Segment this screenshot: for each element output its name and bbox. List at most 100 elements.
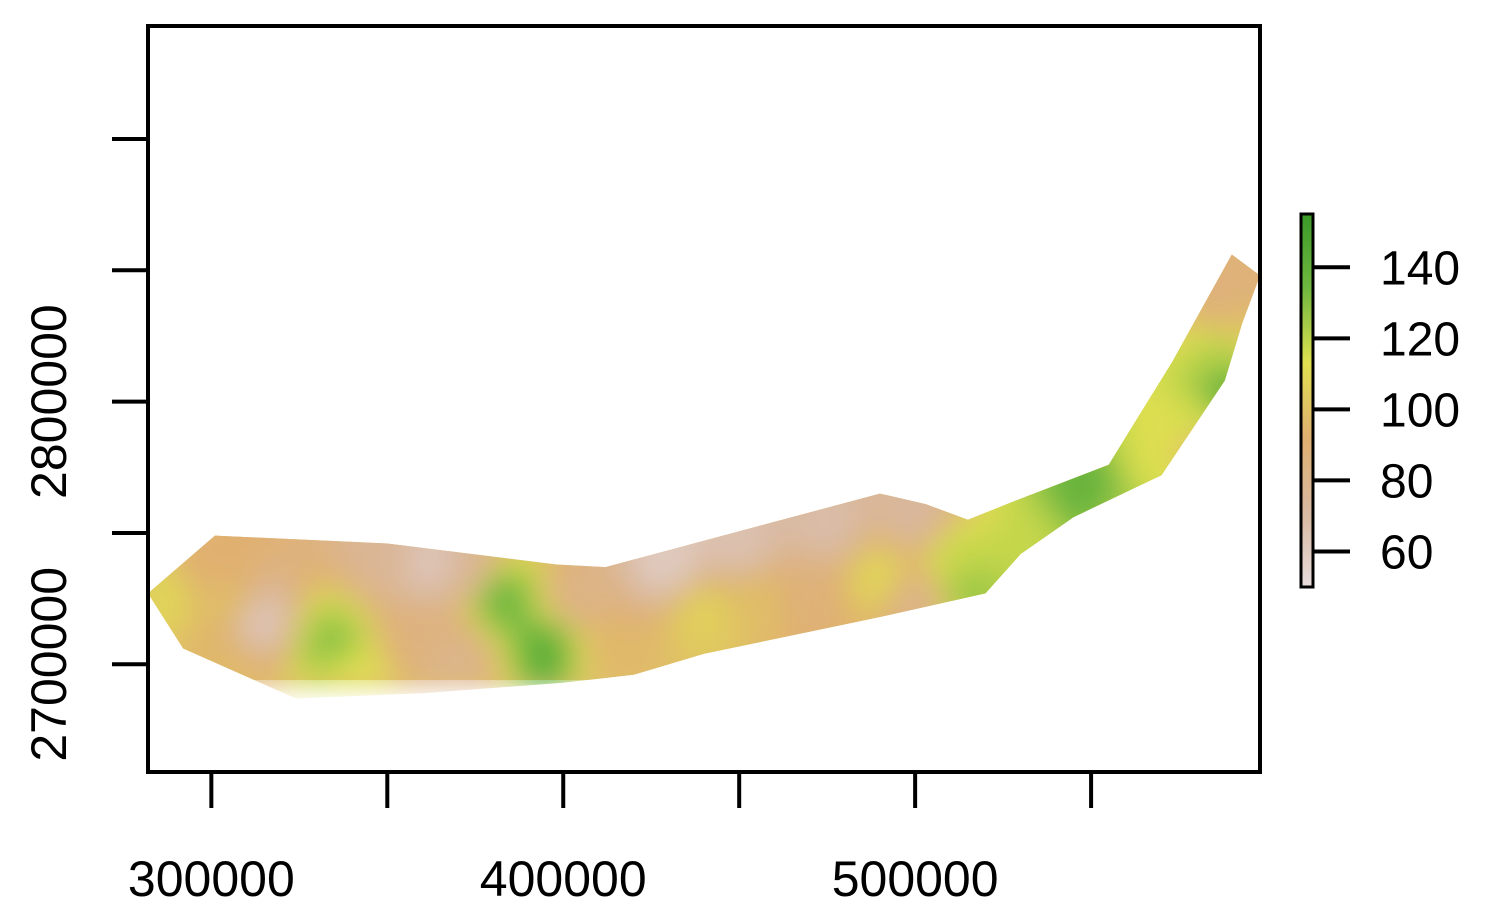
heatmap-cell: [1208, 180, 1221, 193]
heatmap-cell: [620, 492, 633, 505]
heatmap-cell: [476, 384, 489, 397]
heatmap-cell: [1268, 300, 1281, 313]
heatmap-cell: [284, 384, 297, 397]
heatmap-cell: [632, 254, 645, 265]
heatmap-cell: [476, 528, 489, 541]
heatmap-cell: [296, 408, 309, 421]
heatmap-cell: [1040, 660, 1053, 673]
heatmap-cell: [920, 348, 933, 361]
heatmap-cell: [824, 432, 837, 445]
heatmap-cell: [800, 300, 813, 313]
heatmap-cell: [836, 420, 849, 433]
heatmap-cell: [1124, 492, 1137, 505]
heatmap-cell: [992, 456, 1005, 469]
heatmap-cell: [320, 564, 333, 577]
heatmap-cell: [488, 636, 501, 649]
heatmap-cell: [608, 240, 621, 253]
heatmap-cell: [812, 408, 825, 421]
heatmap-cell: [452, 552, 465, 565]
heatmap-cell: [1016, 588, 1029, 601]
heatmap-cell: [500, 144, 513, 157]
heatmap-cell: [152, 180, 165, 193]
heatmap-cell: [1136, 372, 1149, 385]
heatmap-cell: [608, 336, 621, 349]
heatmap-cell: [1028, 254, 1041, 265]
heatmap-cell: [1100, 456, 1113, 469]
heatmap-cell: [1172, 540, 1185, 553]
heatmap-cell: [704, 288, 717, 301]
heatmap-cell: [1052, 636, 1065, 649]
heatmap-cell: [644, 120, 657, 133]
heatmap-cell: [788, 228, 801, 241]
heatmap-cell: [1256, 180, 1269, 193]
heatmap-cell: [1016, 132, 1029, 145]
heatmap-cell: [248, 144, 261, 157]
heatmap-cell: [1196, 396, 1209, 409]
heatmap-cell: [1268, 624, 1281, 637]
heatmap-cell: [356, 648, 369, 661]
heatmap-cell: [284, 372, 297, 385]
heatmap-cell: [464, 528, 477, 541]
heatmap-cell: [968, 228, 981, 241]
heatmap-cell: [344, 348, 357, 361]
heatmap-cell: [644, 204, 657, 217]
heatmap-cell: [812, 240, 825, 253]
heatmap-cell: [896, 660, 909, 673]
heatmap-cell: [164, 384, 177, 397]
heatmap-cell: [716, 408, 729, 421]
heatmap-cell: [1124, 420, 1137, 433]
heatmap-cell: [248, 264, 261, 277]
heatmap-cell: [344, 228, 357, 241]
heatmap-cell: [644, 276, 657, 289]
heatmap-cell: [452, 420, 465, 433]
heatmap-cell: [572, 516, 585, 529]
heatmap-cell: [1016, 254, 1029, 265]
heatmap-cell: [716, 156, 729, 169]
heatmap-cell: [428, 264, 441, 277]
heatmap-cell: [260, 324, 273, 337]
heatmap-cell: [956, 588, 969, 601]
heatmap-cell: [896, 624, 909, 637]
heatmap-cell: [1172, 648, 1185, 661]
heatmap-cell: [1148, 660, 1161, 673]
heatmap-cell: [992, 600, 1005, 613]
heatmap-cell: [428, 528, 441, 541]
heatmap-cell: [728, 552, 741, 565]
heatmap-cell: [1016, 420, 1029, 433]
heatmap-cell: [548, 504, 561, 517]
heatmap-cell: [872, 276, 885, 289]
heatmap-cell: [1112, 216, 1125, 229]
heatmap-cell: [968, 276, 981, 289]
heatmap-cell: [1220, 276, 1233, 289]
heatmap-cell: [1220, 432, 1233, 445]
heatmap-cell: [812, 144, 825, 157]
heatmap-cell: [596, 444, 609, 457]
heatmap-cell: [908, 276, 921, 289]
heatmap-cell: [1100, 636, 1113, 649]
heatmap-cell: [656, 420, 669, 433]
heatmap-cell: [1172, 168, 1185, 181]
heatmap-cell: [152, 132, 165, 145]
heatmap-cell: [908, 444, 921, 457]
heatmap-cell: [332, 228, 345, 241]
heatmap-cell: [956, 180, 969, 193]
heatmap-cell: [1124, 504, 1137, 517]
heatmap-cell: [896, 600, 909, 613]
heatmap-cell: [920, 336, 933, 349]
heatmap-cell: [500, 168, 513, 181]
heatmap-cell: [740, 588, 753, 601]
heatmap-cell: [236, 132, 249, 145]
heatmap-cell: [992, 144, 1005, 157]
heatmap-cell: [1076, 612, 1089, 625]
heatmap-cell: [1016, 312, 1029, 325]
heatmap-cell: [584, 192, 597, 205]
heatmap-cell: [260, 552, 273, 565]
heatmap-cell: [800, 420, 813, 433]
heatmap-cell: [956, 144, 969, 157]
heatmap-cell: [1232, 264, 1245, 277]
heatmap-cell: [500, 444, 513, 457]
heatmap-cell: [272, 156, 285, 169]
heatmap-cell: [380, 336, 393, 349]
heatmap-cell: [728, 408, 741, 421]
heatmap-cell: [824, 156, 837, 169]
